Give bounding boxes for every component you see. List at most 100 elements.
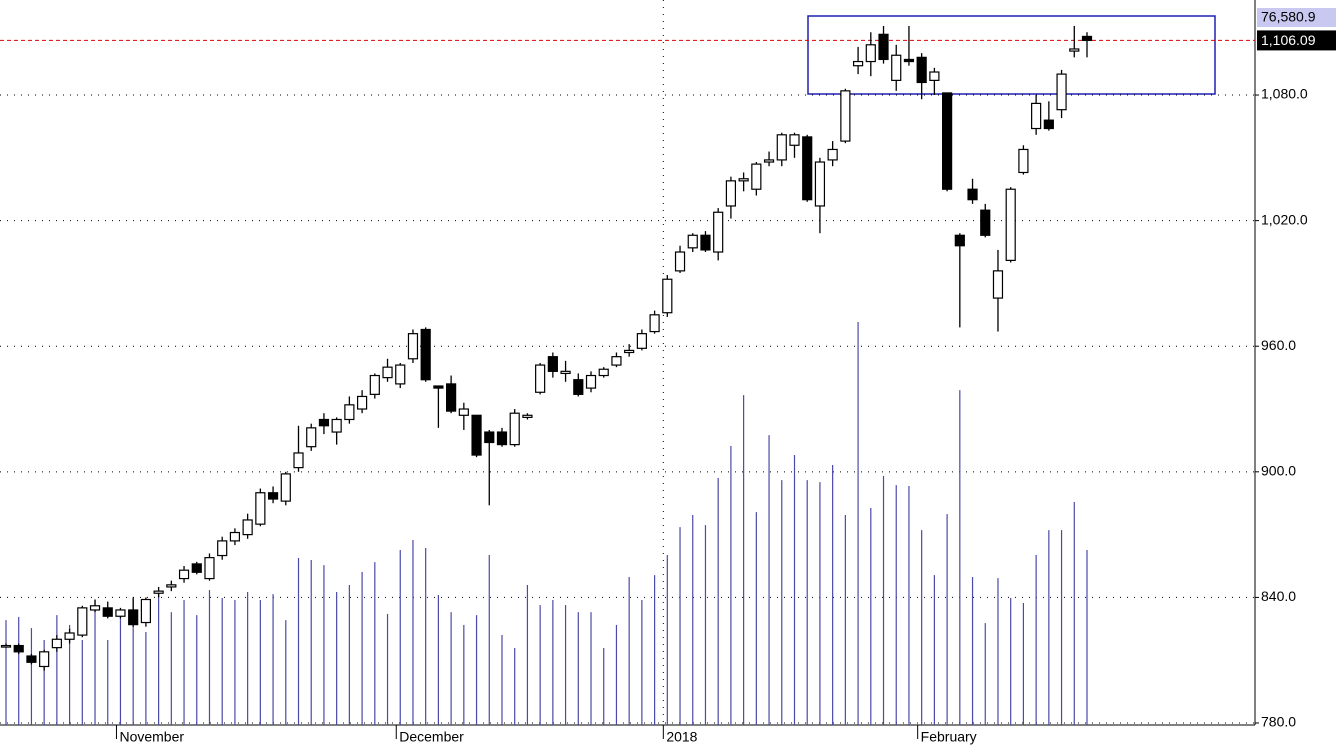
x-tick-label: February bbox=[921, 729, 977, 745]
candle-body bbox=[420, 328, 431, 381]
candle-body bbox=[573, 379, 584, 395]
candle-body bbox=[395, 364, 406, 385]
candle-body bbox=[738, 178, 749, 182]
volume-label-bg bbox=[1257, 8, 1336, 27]
y-tick-label: 840.0 bbox=[1261, 588, 1296, 604]
candle-body bbox=[980, 209, 991, 236]
candle-body bbox=[382, 366, 393, 379]
candle-body bbox=[789, 134, 800, 146]
candle-body bbox=[1005, 188, 1016, 261]
candle-body bbox=[77, 607, 88, 636]
candle-body bbox=[178, 569, 190, 580]
x-tick-label: November bbox=[119, 729, 184, 745]
candle-body bbox=[674, 251, 686, 272]
candle-body bbox=[344, 404, 355, 421]
candle-body bbox=[585, 374, 597, 389]
candle-body bbox=[89, 605, 101, 611]
price-label-bg bbox=[1257, 30, 1336, 51]
candle-body bbox=[496, 431, 508, 446]
candle-body bbox=[242, 519, 253, 536]
y-tick-label: 1,020.0 bbox=[1261, 211, 1308, 227]
candle-body bbox=[102, 607, 113, 617]
candle-body bbox=[611, 356, 622, 366]
candle-body bbox=[916, 56, 927, 84]
last-volume-label: 76,580.9 bbox=[1261, 9, 1316, 25]
highlight-box bbox=[807, 15, 1216, 95]
candle-body bbox=[446, 383, 457, 412]
candle-body bbox=[140, 598, 151, 624]
candle-body bbox=[1018, 148, 1029, 174]
candle-body bbox=[725, 180, 737, 207]
candle-body bbox=[64, 632, 75, 640]
candle-body bbox=[802, 136, 813, 201]
candle-body bbox=[624, 349, 635, 354]
candle-body bbox=[967, 188, 978, 201]
candle-body bbox=[954, 234, 965, 247]
x-tick-label: December bbox=[399, 729, 464, 745]
candle-body bbox=[763, 159, 775, 163]
candle-body bbox=[840, 90, 851, 142]
candle-body bbox=[356, 395, 368, 410]
candle-body bbox=[293, 452, 304, 469]
candle-body bbox=[776, 134, 787, 161]
candle-body bbox=[229, 531, 241, 542]
candle-body bbox=[903, 58, 915, 63]
candle-body bbox=[433, 385, 444, 389]
candle-body bbox=[166, 584, 177, 588]
candle-body bbox=[891, 54, 902, 81]
candle-body bbox=[1081, 35, 1093, 42]
candle-body bbox=[331, 418, 342, 433]
y-tick-label: 780.0 bbox=[1261, 714, 1296, 730]
candle-body bbox=[484, 431, 495, 444]
candle-body bbox=[471, 414, 482, 456]
candle-body bbox=[636, 333, 647, 349]
candle-body bbox=[1056, 73, 1067, 111]
candle-body bbox=[217, 540, 228, 557]
candle-body bbox=[306, 427, 317, 448]
candle-body bbox=[1069, 48, 1080, 52]
candle-body bbox=[0, 644, 12, 648]
y-tick-label: 960.0 bbox=[1261, 337, 1296, 353]
candle-body bbox=[713, 211, 724, 253]
candle-body bbox=[26, 655, 37, 663]
candle-body bbox=[191, 563, 202, 573]
candle-body bbox=[878, 33, 889, 61]
candle-body bbox=[255, 492, 266, 525]
candle-body bbox=[700, 234, 711, 251]
candle-body bbox=[535, 364, 546, 393]
candle-body bbox=[687, 234, 698, 249]
candle-body bbox=[992, 270, 1004, 299]
candle-body bbox=[318, 418, 330, 427]
candle-body bbox=[1031, 102, 1042, 130]
y-tick-label: 1,080.0 bbox=[1261, 86, 1308, 102]
candle-body bbox=[852, 60, 864, 67]
candle-body bbox=[458, 408, 469, 416]
candle-body bbox=[814, 161, 826, 207]
x-tick-label: 2018 bbox=[666, 729, 697, 745]
last-price-label: 1,106.09 bbox=[1261, 32, 1316, 48]
candle-body bbox=[751, 163, 762, 190]
candle-body bbox=[649, 314, 660, 333]
candle-body bbox=[547, 356, 558, 372]
candle-body bbox=[267, 492, 279, 500]
candle-body bbox=[929, 71, 940, 81]
candle-body bbox=[662, 278, 673, 314]
candle-body bbox=[509, 412, 520, 446]
candle-body bbox=[522, 414, 533, 418]
y-tick-label: 900.0 bbox=[1261, 463, 1296, 479]
candle-body bbox=[13, 644, 24, 653]
candle-body bbox=[153, 590, 164, 594]
candle-body bbox=[1043, 119, 1054, 130]
candle-body bbox=[39, 651, 50, 668]
candle-body bbox=[560, 370, 571, 375]
candle-body bbox=[115, 609, 126, 617]
candle-body bbox=[407, 333, 419, 360]
candle-body bbox=[204, 557, 215, 580]
candle-body bbox=[280, 473, 291, 502]
candle-body bbox=[598, 368, 609, 377]
candle-body bbox=[128, 609, 139, 626]
candle-body bbox=[827, 148, 838, 161]
candle-body bbox=[865, 44, 876, 63]
candle-body bbox=[942, 92, 953, 190]
